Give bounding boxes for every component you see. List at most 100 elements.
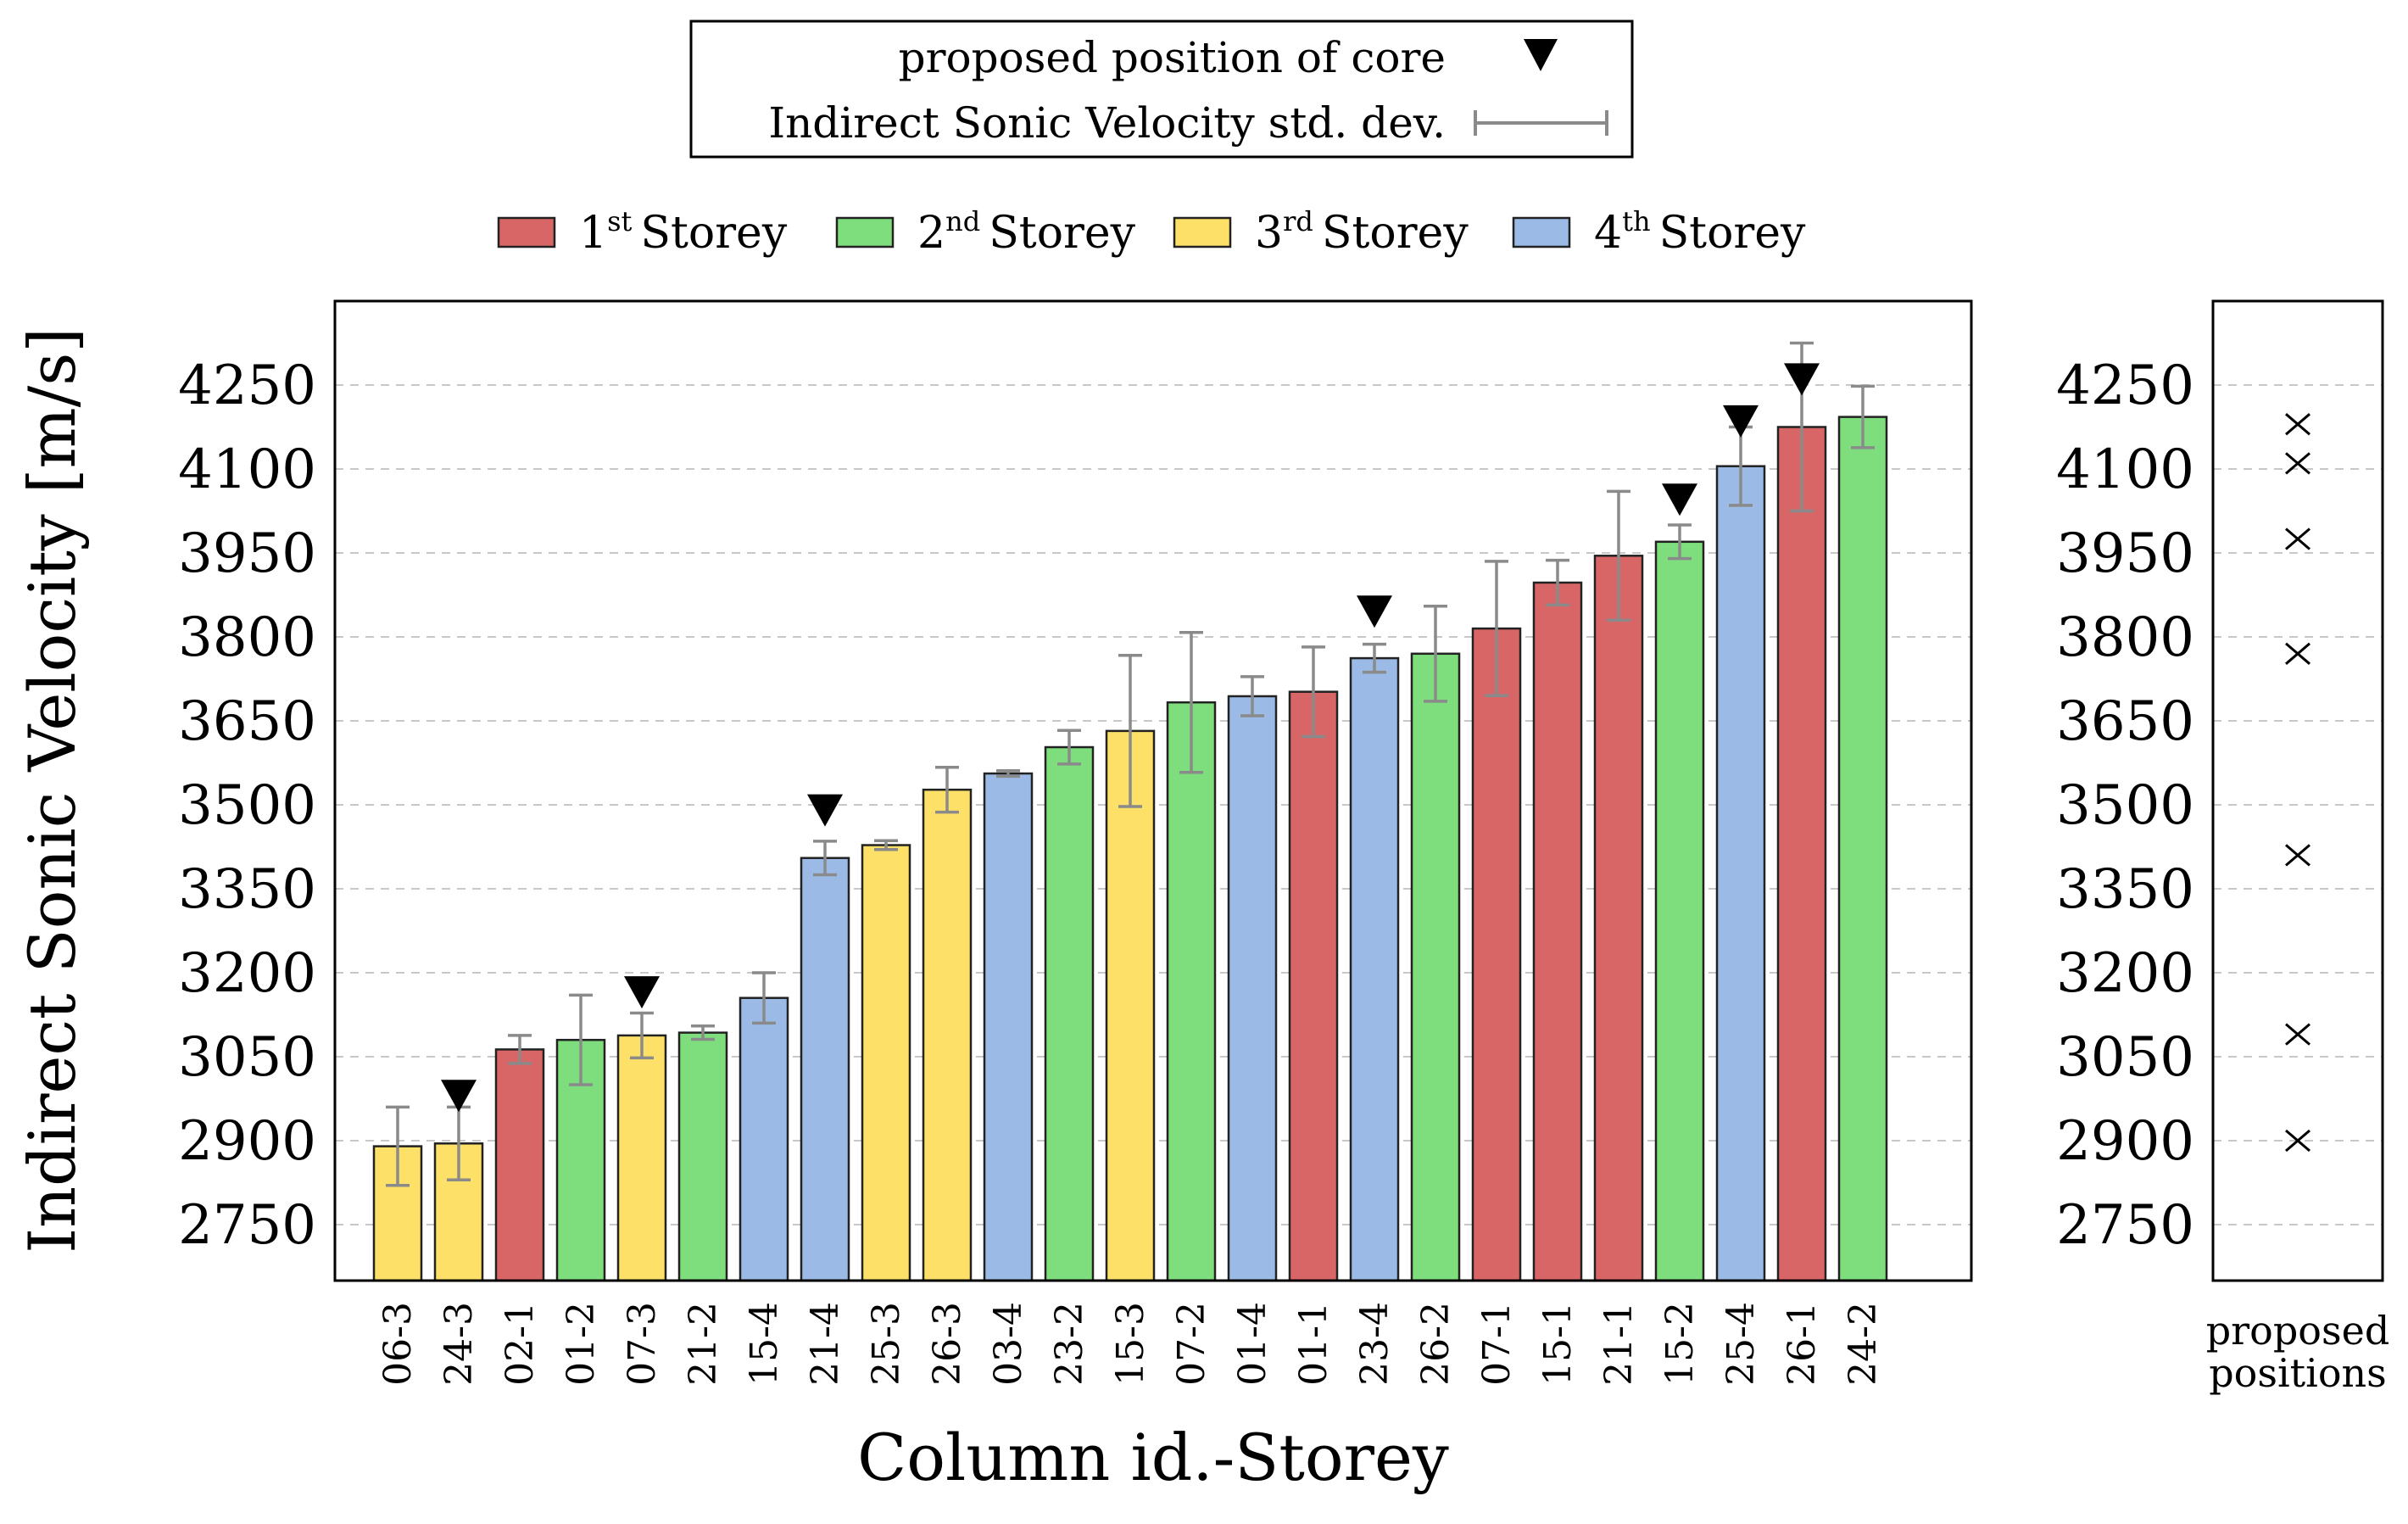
core-triangle-23-4 — [1357, 595, 1392, 628]
main-y-tick-labels: 2750 2900 3050 3200 3350 3500 3650 3800 3950 4100… — [178, 354, 316, 1257]
x-tick-label: 01-4 — [1231, 1302, 1274, 1386]
y-axis-label: Indirect Sonic Velocity [m/s] — [14, 327, 90, 1253]
legend-core-triangle-icon — [1524, 39, 1558, 71]
x-tick-label: 01-2 — [560, 1302, 603, 1386]
legend-label-storey-1: 1st Storey — [579, 205, 788, 259]
x-tick-label: 15-1 — [1536, 1302, 1580, 1386]
bar-15-4 — [739, 996, 789, 1282]
error-bar-15-3 — [1118, 654, 1142, 808]
core-triangle-26-1 — [1784, 363, 1820, 396]
y-tick-label: 3350 — [178, 858, 316, 921]
x-tick-label: 23-2 — [1048, 1302, 1091, 1386]
error-bar-21-1 — [1607, 489, 1630, 622]
legend-errorbar-icon — [1474, 110, 1608, 136]
side-markers — [2285, 413, 2310, 1153]
bar-15-2 — [1654, 540, 1705, 1282]
side-y-tick-label: 3350 — [2056, 858, 2194, 921]
y-tick-label: 4100 — [178, 438, 316, 501]
marker-legend: proposed position of core Indirect Sonic… — [689, 20, 1634, 159]
x-tick-label: 01-1 — [1292, 1302, 1335, 1386]
error-bar-26-2 — [1424, 604, 1447, 703]
x-tick-label: 21-4 — [804, 1302, 847, 1386]
x-tick-label: 06-3 — [376, 1302, 420, 1386]
error-bar-23-2 — [1057, 729, 1081, 766]
x-tick-label: 26-1 — [1781, 1302, 1824, 1386]
main-plot-frame — [333, 299, 1973, 1282]
legend-label-storey-3: 3rd Storey — [1255, 205, 1469, 259]
x-tick-label: 07-3 — [621, 1302, 664, 1386]
bar-01-4 — [1227, 695, 1278, 1282]
error-bar-02-1 — [508, 1034, 532, 1065]
error-bar-07-3 — [630, 1011, 654, 1060]
bar-25-4 — [1715, 465, 1766, 1282]
bar-01-1 — [1288, 690, 1339, 1282]
side-y-tick-label: 2750 — [2056, 1194, 2194, 1257]
legend-label-storey-2: 2nd Storey — [917, 205, 1136, 259]
x-tick-label: 02-1 — [499, 1302, 542, 1386]
core-triangle-25-4 — [1723, 405, 1759, 438]
error-bar-07-1 — [1485, 560, 1508, 698]
proposed-position-marker — [2285, 1129, 2310, 1153]
error-bar-15-1 — [1546, 558, 1569, 607]
bar-03-4 — [983, 772, 1034, 1282]
error-bar-01-2 — [569, 993, 593, 1086]
x-tick-label: 24-3 — [438, 1302, 481, 1386]
bar-23-4 — [1349, 656, 1400, 1282]
core-triangle-07-3 — [624, 976, 660, 1009]
proposed-position-marker — [2285, 452, 2310, 475]
error-bar-15-4 — [752, 971, 776, 1025]
bar-21-4 — [800, 857, 850, 1282]
legend-swatch-storey-4 — [1512, 216, 1571, 248]
error-bar-24-2 — [1851, 384, 1875, 449]
side-y-tick-label: 3950 — [2056, 522, 2194, 585]
bars — [372, 416, 1888, 1282]
error-bar-06-3 — [386, 1105, 410, 1187]
side-y-tick-label: 4250 — [2056, 354, 2194, 417]
error-bar-03-4 — [996, 768, 1020, 779]
side-plot: 2750 2900 3050 3200 3350 3500 3650 3800 3950 4100… — [2056, 299, 2389, 1396]
error-bar-01-4 — [1240, 675, 1264, 717]
x-tick-label: 15-3 — [1109, 1302, 1152, 1386]
x-tick-label: 23-4 — [1353, 1302, 1396, 1386]
side-y-tick-label: 3200 — [2056, 942, 2194, 1005]
bar-25-3 — [861, 844, 911, 1282]
side-plot-frame — [2211, 299, 2384, 1282]
y-tick-label: 3800 — [178, 606, 316, 669]
error-bar-01-1 — [1302, 645, 1325, 739]
bar-02-1 — [494, 1048, 545, 1282]
legend-stddev-label: Indirect Sonic Velocity std. dev. — [768, 98, 1446, 148]
error-bar-26-3 — [935, 766, 959, 814]
x-tick-label: 25-3 — [865, 1302, 908, 1386]
proposed-position-marker — [2285, 642, 2310, 665]
x-tick-label: 15-4 — [743, 1302, 786, 1386]
y-tick-label: 2750 — [178, 1194, 316, 1257]
y-tick-label: 3500 — [178, 774, 316, 837]
x-tick-label: 07-1 — [1475, 1302, 1519, 1386]
legend-swatch-storey-1 — [497, 216, 556, 248]
main-x-tick-labels: 06-3 24-3 02-1 01-2 07-3 21-2 15-4 21-4 25-3 26-3… — [376, 1302, 1885, 1386]
x-tick-label: 25-4 — [1720, 1302, 1763, 1386]
side-y-tick-label: 3800 — [2056, 606, 2194, 669]
error-bar-23-4 — [1363, 642, 1386, 674]
legend-label-storey-4: 4th Storey — [1594, 205, 1806, 259]
x-tick-label: 26-3 — [926, 1302, 969, 1386]
core-markers — [441, 363, 1820, 1113]
side-y-tick-label: 3050 — [2056, 1026, 2194, 1089]
side-y-tick-label: 4100 — [2056, 438, 2194, 501]
core-triangle-24-3 — [441, 1080, 477, 1113]
core-triangle-15-2 — [1662, 483, 1697, 516]
bar-23-2 — [1044, 745, 1095, 1282]
side-y-tick-label: 2900 — [2056, 1110, 2194, 1173]
bar-24-2 — [1837, 416, 1888, 1282]
side-y-tick-label: 3500 — [2056, 774, 2194, 837]
x-tick-label: 24-2 — [1842, 1302, 1885, 1386]
x-tick-label: 26-2 — [1414, 1302, 1458, 1386]
bar-21-2 — [677, 1031, 728, 1282]
error-bar-25-3 — [874, 839, 898, 851]
y-tick-label: 3050 — [178, 1026, 316, 1089]
x-tick-label: 15-2 — [1658, 1302, 1702, 1386]
core-triangle-21-4 — [807, 794, 843, 827]
proposed-position-marker — [2285, 413, 2310, 436]
y-tick-label: 4250 — [178, 354, 316, 417]
